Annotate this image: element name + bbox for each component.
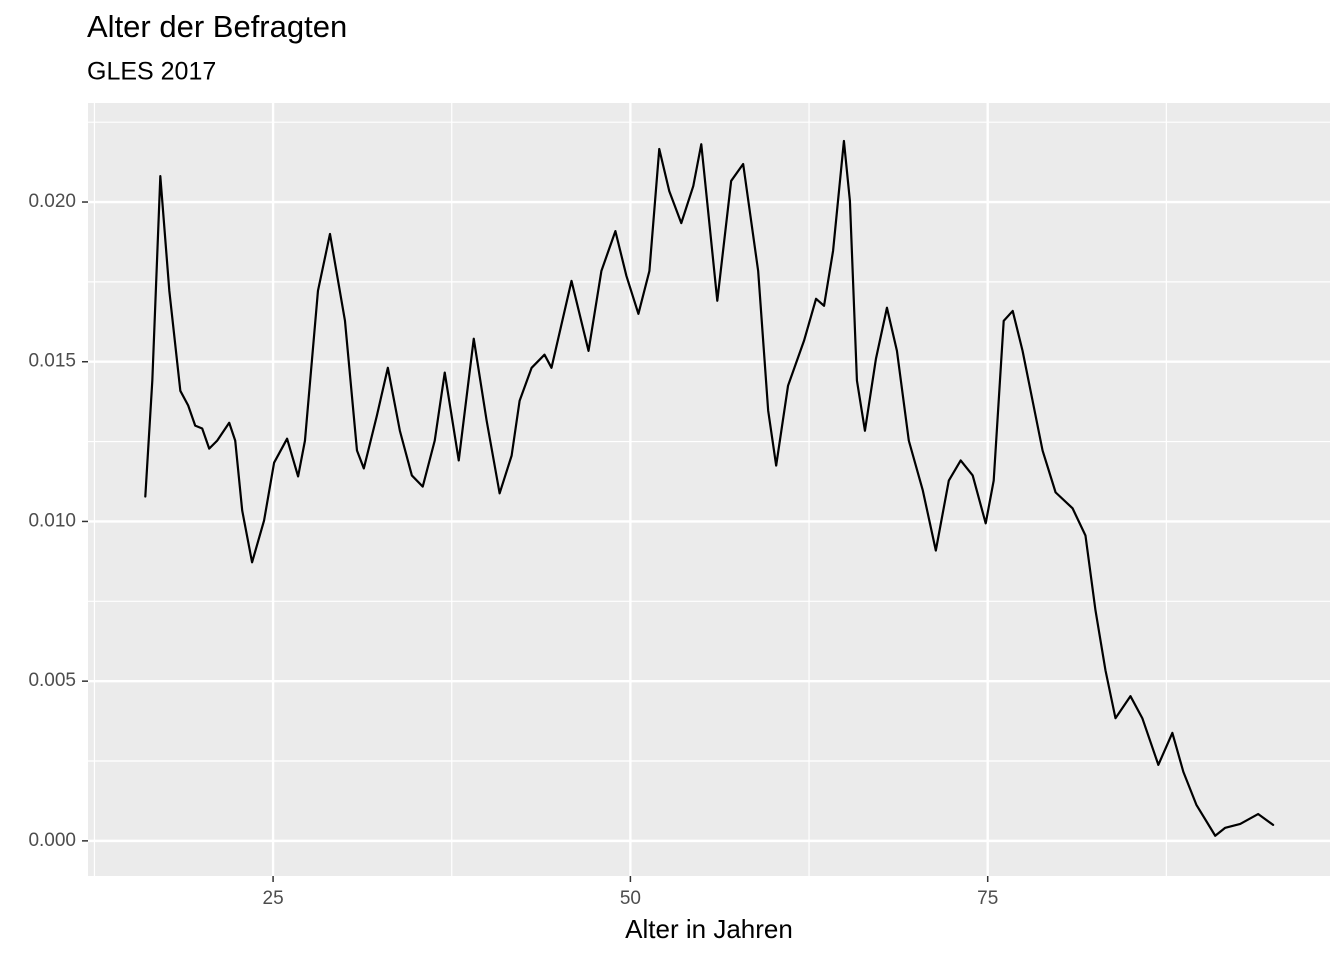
chart-subtitle: GLES 2017: [87, 58, 216, 86]
y-tick-label: 0.010: [28, 510, 76, 531]
y-tick-label: 0.020: [28, 191, 76, 212]
x-tick-label: 50: [620, 888, 641, 909]
y-tick-label: 0.005: [28, 670, 76, 691]
chart-title: Alter der Befragten: [87, 9, 347, 44]
x-tick-label: 75: [977, 888, 998, 909]
y-tick-label: 0.015: [28, 351, 76, 372]
panel: [88, 103, 1330, 876]
y-tick-label: 0.000: [28, 830, 76, 851]
x-axis-title: Alter in Jahren: [625, 914, 793, 944]
density-line: [144, 139, 1275, 837]
x-tick-label: 25: [263, 888, 284, 909]
